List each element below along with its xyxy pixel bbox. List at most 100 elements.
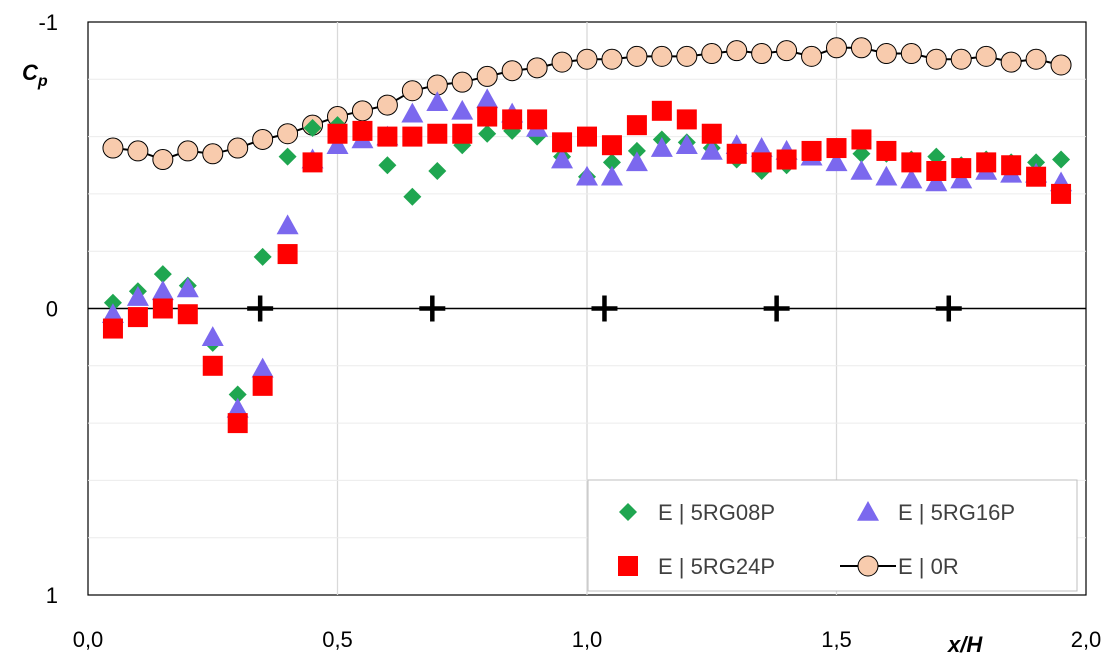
data-point [251, 357, 274, 378]
plus-markers [247, 295, 962, 322]
data-point [825, 151, 848, 172]
data-point [226, 397, 249, 418]
data-point [477, 106, 498, 127]
data-point [201, 326, 224, 346]
data-point [726, 40, 748, 62]
legend-entry: E | 0R [840, 554, 959, 579]
data-point [127, 140, 149, 162]
plus-marker [935, 295, 962, 322]
data-point [601, 48, 623, 70]
data-point [901, 152, 922, 173]
data-point [303, 119, 322, 138]
legend-entry: E | 5RG24P [618, 554, 775, 579]
data-point [102, 137, 124, 159]
data-point [576, 48, 598, 70]
data-point [950, 48, 972, 70]
data-point [1001, 155, 1022, 176]
data-point [726, 143, 747, 164]
data-point [476, 65, 498, 87]
data-point [252, 128, 274, 150]
data-point [951, 158, 972, 179]
x-tick-label: 1,0 [572, 627, 603, 652]
data-point [377, 126, 398, 147]
data-point [1052, 150, 1071, 169]
data-point [875, 43, 897, 65]
data-point [801, 140, 822, 161]
x-tick-label: 2,0 [1071, 627, 1102, 652]
data-point [801, 45, 823, 67]
data-point [676, 109, 697, 130]
legend-marker [857, 555, 879, 577]
data-point [926, 160, 947, 181]
data-point [602, 153, 621, 172]
legend-label: E | 0R [898, 554, 959, 579]
data-point [177, 304, 198, 325]
data-point [950, 168, 973, 189]
data-point [401, 80, 423, 102]
legend-entries: E | 5RG08P E | 5RG16P E | 5RG24P E | 0R [618, 500, 1015, 579]
data-point [376, 94, 398, 116]
legend-entry: E | 5RG08P [619, 500, 775, 525]
data-point [102, 318, 123, 339]
data-point [451, 71, 473, 93]
data-point [576, 165, 598, 186]
data-point [277, 123, 299, 145]
legend-marker [619, 503, 637, 521]
x-tick-label: 1,5 [821, 627, 852, 652]
y-axis-label-sub: p [37, 73, 48, 90]
data-point [378, 156, 397, 175]
data-point [776, 40, 798, 62]
data-point [751, 43, 773, 65]
data-point [177, 140, 199, 162]
data-point [253, 247, 272, 266]
data-point [750, 137, 773, 157]
data-point [228, 385, 247, 404]
data-point [976, 152, 997, 173]
data-point [577, 126, 597, 147]
data-point [626, 45, 648, 67]
data-point [277, 244, 298, 265]
data-point [650, 137, 673, 157]
plus-marker [591, 295, 618, 322]
data-point [176, 277, 199, 298]
data-point [875, 165, 898, 186]
data-point [1025, 48, 1047, 70]
plus-marker [247, 295, 274, 322]
data-point [227, 137, 249, 159]
data-point [427, 123, 448, 144]
data-point [551, 148, 574, 169]
legend-marker [857, 501, 879, 521]
data-point [103, 293, 122, 312]
data-point [900, 43, 922, 65]
data-point [352, 120, 373, 141]
data-point [101, 303, 124, 324]
legend-entry: E | 5RG16P [857, 500, 1015, 525]
data-point [1050, 54, 1072, 76]
data-point [626, 115, 647, 136]
data-point [751, 152, 772, 173]
legend-label: E | 5RG24P [658, 554, 775, 579]
data-point [326, 134, 349, 154]
data-point [527, 109, 548, 130]
data-point [428, 161, 447, 180]
data-point [876, 140, 897, 161]
data-point [1000, 51, 1022, 73]
data-point [600, 165, 623, 186]
series-circle-line [102, 37, 1072, 171]
data-point [401, 102, 424, 123]
data-point [651, 45, 673, 67]
data-point [502, 109, 523, 130]
data-point [501, 60, 523, 82]
data-point [152, 149, 174, 171]
data-point [601, 135, 622, 156]
data-point [152, 298, 173, 319]
y-tick-label: 1 [46, 583, 58, 608]
data-point [826, 37, 847, 59]
data-point [925, 48, 947, 70]
data-point [127, 307, 148, 328]
data-point [351, 100, 373, 122]
data-point [975, 45, 997, 67]
data-point [202, 355, 223, 376]
legend-label: E | 5RG08P [658, 500, 775, 525]
plus-marker [763, 295, 790, 322]
